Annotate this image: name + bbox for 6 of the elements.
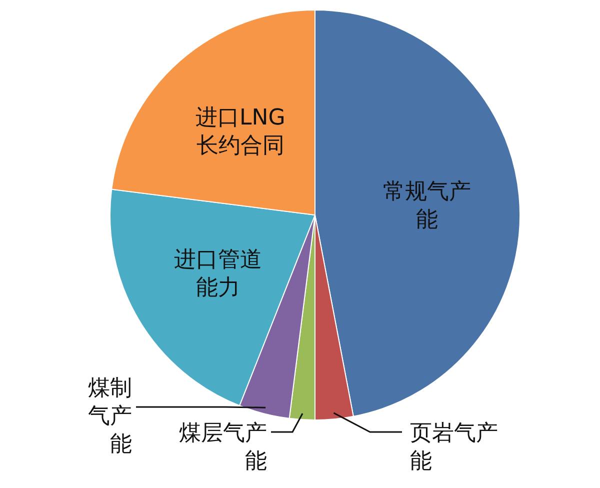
slice-label: 煤制气产能 — [88, 376, 132, 457]
slice-label: 页岩气产能 — [410, 421, 498, 474]
slice-label: 常规气产能 — [383, 179, 472, 232]
slice-label: 进口LNG长约合同 — [196, 105, 286, 158]
slice-label: 进口管道能力 — [174, 247, 262, 300]
slice-label: 煤层气产能 — [179, 421, 267, 474]
